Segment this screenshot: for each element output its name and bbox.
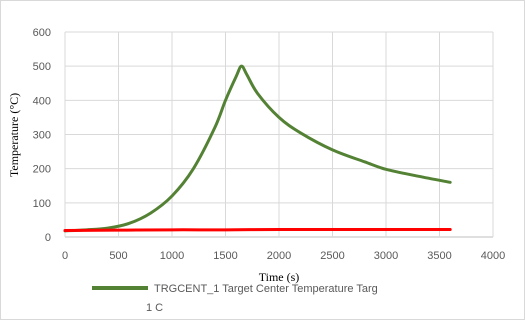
legend: TRGCENT_1 Target Center Temperature Targ… [92, 283, 378, 314]
y-tick-label: 300 [33, 130, 51, 142]
x-tick-label: 1000 [160, 250, 184, 262]
series-line-red [63, 227, 452, 233]
x-tick-label: 0 [62, 250, 68, 262]
legend-label-line2: 1 C [146, 302, 163, 314]
y-tick-labels: 0 100 200 300 400 500 600 [33, 27, 51, 244]
y-tick-label: 500 [33, 61, 51, 73]
x-tick-label: 2500 [320, 250, 344, 262]
x-tick-label: 2000 [267, 250, 291, 262]
y-tick-label: 0 [45, 232, 51, 244]
y-tick-label: 200 [33, 164, 51, 176]
series-group [63, 64, 452, 233]
y-tick-label: 400 [33, 95, 51, 107]
series-line-target-center-temperature [63, 64, 452, 233]
x-tick-label: 4000 [481, 250, 505, 262]
x-tick-labels: 0 500 1000 1500 2000 2500 3000 3500 4000 [62, 250, 505, 262]
gridlines [64, 31, 494, 238]
legend-label-line1: TRGCENT_1 Target Center Temperature Targ [154, 283, 378, 295]
x-tick-label: 1500 [213, 250, 237, 262]
y-tick-label: 100 [33, 198, 51, 210]
x-tick-label: 500 [109, 250, 127, 262]
x-tick-label: 3500 [427, 250, 451, 262]
y-axis-title: Temperature (°C) [7, 93, 21, 177]
x-tick-label: 3000 [374, 250, 398, 262]
x-axis-title: Time (s) [259, 270, 300, 284]
y-tick-label: 600 [33, 27, 51, 39]
